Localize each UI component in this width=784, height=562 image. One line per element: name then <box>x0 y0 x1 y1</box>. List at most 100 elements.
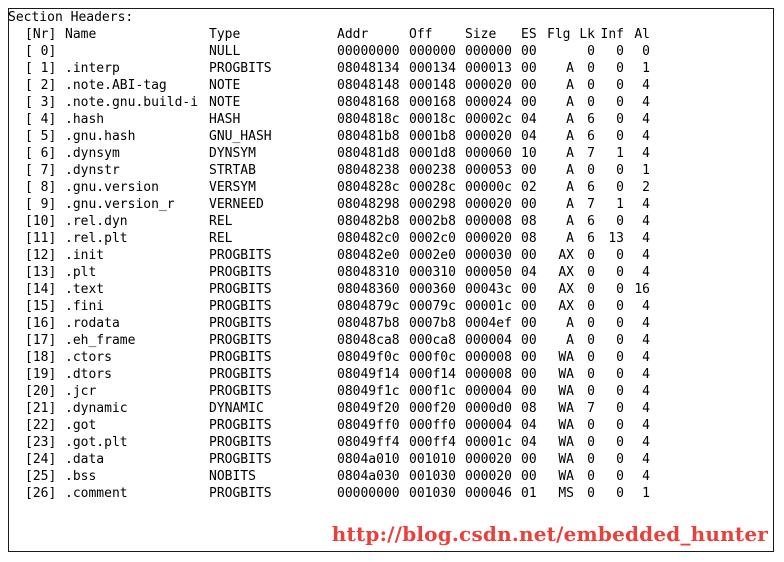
cell-al: 4 <box>642 231 650 246</box>
table-row: [ 7] .dynstr STRTAB 08048238 000238 000053 00 A… <box>0 162 784 179</box>
cell-size: 000004 <box>465 333 512 348</box>
cell-es: 00 <box>521 248 537 263</box>
cell-lk: 0 <box>587 61 595 76</box>
cell-al: 1 <box>642 163 650 178</box>
cell-addr: 08048360 <box>337 282 400 297</box>
cell-flg: A <box>566 197 574 212</box>
cell-name: .dtors <box>65 367 112 382</box>
cell-off: 0002e0 <box>409 248 456 263</box>
table-row: [ 5] .gnu.hash GNU_HASH 080481b8 0001b8 00002… <box>0 128 784 145</box>
cell-off: 000f1c <box>409 384 456 399</box>
cell-type: HASH <box>209 112 241 127</box>
cell-inf: 0 <box>616 78 624 93</box>
cell-al: 4 <box>642 418 650 433</box>
cell-size: 000013 <box>465 61 512 76</box>
cell-addr: 0804828c <box>337 180 400 195</box>
cell-off: 000134 <box>409 61 456 76</box>
cell-type: PROGBITS <box>209 367 272 382</box>
cell-off: 000ff0 <box>409 418 456 433</box>
cell-name: .ctors <box>65 350 112 365</box>
cell-name: .bss <box>65 469 97 484</box>
cell-flg: A <box>566 163 574 178</box>
table-row: [13] .plt PROGBITS 08048310 000310 000050 04 AX… <box>0 264 784 281</box>
cell-es: 00 <box>521 350 537 365</box>
cell-flg: AX <box>558 248 574 263</box>
cell-inf: 0 <box>616 282 624 297</box>
table-row: [23] .got.plt PROGBITS 08049ff4 000ff4 00001c… <box>0 434 784 451</box>
cell-name: .gnu.hash <box>65 129 136 144</box>
cell-name: .got <box>65 418 97 433</box>
cell-al: 4 <box>642 435 650 450</box>
cell-type: PROGBITS <box>209 435 272 450</box>
table-row: [22] .got PROGBITS 08049ff0 000ff0 000004 04 WA… <box>0 417 784 434</box>
cell-off: 000f0c <box>409 350 456 365</box>
cell-nr: [20] <box>25 384 57 399</box>
cell-al: 16 <box>634 282 650 297</box>
cell-flg: A <box>566 214 574 229</box>
cell-type: PROGBITS <box>209 316 272 331</box>
cell-nr: [21] <box>25 401 57 416</box>
cell-nr: [ 8] <box>25 180 57 195</box>
cell-name: .init <box>65 248 105 263</box>
cell-off: 000ca8 <box>409 333 456 348</box>
cell-es: 00 <box>521 197 537 212</box>
cell-nr: [ 3] <box>25 95 57 110</box>
cell-off: 00018c <box>409 112 456 127</box>
cell-nr: [18] <box>25 350 57 365</box>
cell-al: 1 <box>642 61 650 76</box>
cell-off: 0007b8 <box>409 316 456 331</box>
cell-inf: 0 <box>616 418 624 433</box>
cell-es: 02 <box>521 180 537 195</box>
cell-inf: 0 <box>616 163 624 178</box>
cell-nr: [24] <box>25 452 57 467</box>
cell-type: PROGBITS <box>209 452 272 467</box>
cell-addr: 0804879c <box>337 299 400 314</box>
cell-al: 4 <box>642 333 650 348</box>
cell-lk: 0 <box>587 248 595 263</box>
cell-inf: 0 <box>616 384 624 399</box>
cell-off: 000f20 <box>409 401 456 416</box>
cell-name: .plt <box>65 265 97 280</box>
cell-name: .gnu.version_r <box>65 197 175 212</box>
cell-lk: 0 <box>587 435 595 450</box>
cell-lk: 0 <box>587 486 595 501</box>
cell-nr: [ 4] <box>25 112 57 127</box>
cell-inf: 13 <box>608 231 624 246</box>
column-header-off: Off <box>409 27 433 42</box>
cell-name: .rel.plt <box>65 231 128 246</box>
table-row: [11] .rel.plt REL 080482c0 0002c0 000020 08 A 6 1… <box>0 230 784 247</box>
cell-nr: [25] <box>25 469 57 484</box>
cell-type: PROGBITS <box>209 299 272 314</box>
cell-inf: 1 <box>616 146 624 161</box>
cell-size: 000020 <box>465 78 512 93</box>
cell-off: 000310 <box>409 265 456 280</box>
cell-nr: [ 9] <box>25 197 57 212</box>
cell-name: .eh_frame <box>65 333 136 348</box>
table-row: [20] .jcr PROGBITS 08049f1c 000f1c 000004 00 WA… <box>0 383 784 400</box>
cell-es: 08 <box>521 214 537 229</box>
cell-flg: A <box>566 333 574 348</box>
cell-size: 000020 <box>465 231 512 246</box>
cell-flg: MS <box>558 486 574 501</box>
cell-nr: [16] <box>25 316 57 331</box>
cell-lk: 0 <box>587 452 595 467</box>
cell-al: 4 <box>642 248 650 263</box>
cell-inf: 0 <box>616 248 624 263</box>
table-row: [ 0] NULL 00000000 000000 000000 00 0 0 0 <box>0 43 784 60</box>
cell-lk: 7 <box>587 197 595 212</box>
cell-type: REL <box>209 214 233 229</box>
cell-size: 000008 <box>465 367 512 382</box>
cell-flg: A <box>566 316 574 331</box>
cell-type: NOBITS <box>209 469 256 484</box>
cell-al: 4 <box>642 78 650 93</box>
cell-lk: 7 <box>587 401 595 416</box>
cell-al: 4 <box>642 299 650 314</box>
cell-es: 00 <box>521 78 537 93</box>
cell-lk: 0 <box>587 384 595 399</box>
cell-name: .data <box>65 452 105 467</box>
terminal-output-panel <box>8 8 774 552</box>
cell-name: .got.plt <box>65 435 128 450</box>
cell-nr: [26] <box>25 486 57 501</box>
cell-name: .fini <box>65 299 105 314</box>
cell-size: 000020 <box>465 197 512 212</box>
